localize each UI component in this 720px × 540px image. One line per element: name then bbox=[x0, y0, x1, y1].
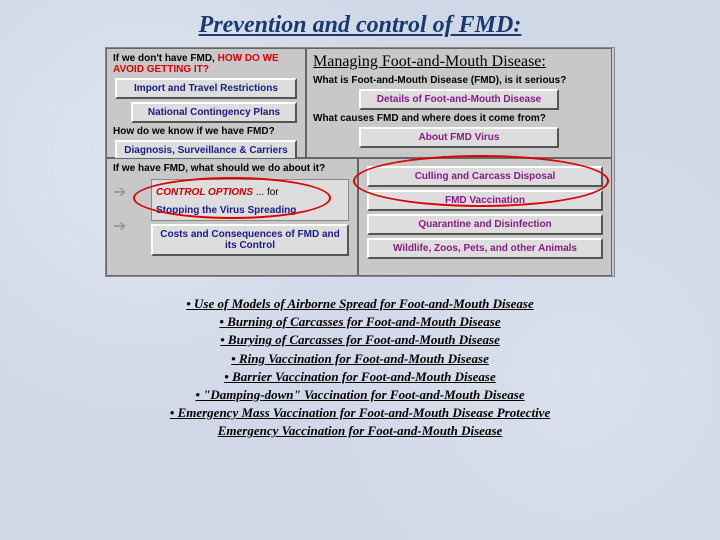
btn-vaccination[interactable]: FMD Vaccination bbox=[367, 190, 603, 211]
panel-avoid: If we don't have FMD, HOW DO WE AVOID GE… bbox=[106, 48, 306, 158]
question-causes: What causes FMD and where does it come f… bbox=[313, 113, 605, 124]
btn-details[interactable]: Details of Foot-and-Mouth Disease bbox=[359, 89, 559, 110]
control-options-label: CONTROL OPTIONS bbox=[156, 187, 253, 198]
bullet-item: Burying of Carcasses for Foot-and-Mouth … bbox=[0, 331, 720, 349]
btn-costs[interactable]: Costs and Consequences of FMD and its Co… bbox=[151, 224, 349, 256]
panel-what-do: If we have FMD, what should we do about … bbox=[106, 158, 358, 276]
panel-actions: Culling and Carcass Disposal FMD Vaccina… bbox=[358, 158, 612, 276]
bullet-item: "Damping-down" Vaccination for Foot-and-… bbox=[0, 386, 720, 404]
btn-quarantine[interactable]: Quarantine and Disinfection bbox=[367, 214, 603, 235]
control-options-sub: Stopping the Virus Spreading bbox=[156, 205, 296, 216]
question-what-is: What is Foot-and-Mouth Disease (FMD), is… bbox=[313, 75, 605, 86]
page-title: Prevention and control of FMD: bbox=[0, 0, 720, 47]
bullet-item-last: Emergency Vaccination for Foot-and-Mouth… bbox=[0, 422, 720, 440]
btn-contingency[interactable]: National Contingency Plans bbox=[131, 102, 297, 123]
bullet-list: Use of Models of Airborne Spread for Foo… bbox=[0, 295, 720, 441]
arrow-icon: ➔ bbox=[113, 182, 145, 202]
btn-import-travel[interactable]: Import and Travel Restrictions bbox=[115, 78, 297, 99]
heading-managing: Managing Foot-and-Mouth Disease: bbox=[313, 53, 605, 71]
arrow-icon: ➔ bbox=[113, 216, 145, 236]
btn-culling[interactable]: Culling and Carcass Disposal bbox=[367, 166, 603, 187]
bullet-item: Emergency Mass Vaccination for Foot-and-… bbox=[0, 404, 720, 422]
btn-about-virus[interactable]: About FMD Virus bbox=[359, 127, 559, 148]
panel-managing: Managing Foot-and-Mouth Disease: What is… bbox=[306, 48, 612, 158]
question-know: How do we know if we have FMD? bbox=[113, 126, 299, 137]
bullet-item: Ring Vaccination for Foot-and-Mouth Dise… bbox=[0, 350, 720, 368]
question-what-do: If we have FMD, what should we do about … bbox=[113, 163, 351, 174]
question-avoid: If we don't have FMD, HOW DO WE AVOID GE… bbox=[113, 53, 299, 75]
bullet-item: Barrier Vaccination for Foot-and-Mouth D… bbox=[0, 368, 720, 386]
btn-control-options[interactable]: CONTROL OPTIONS ... for Stopping the Vir… bbox=[151, 179, 349, 221]
bullet-item: Burning of Carcasses for Foot-and-Mouth … bbox=[0, 313, 720, 331]
question-avoid-pre: If we don't have FMD, bbox=[113, 53, 218, 64]
diagram-container: If we don't have FMD, HOW DO WE AVOID GE… bbox=[105, 47, 615, 277]
bullet-item: Use of Models of Airborne Spread for Foo… bbox=[0, 295, 720, 313]
btn-wildlife[interactable]: Wildlife, Zoos, Pets, and other Animals bbox=[367, 238, 603, 259]
control-options-for: ... for bbox=[253, 187, 279, 198]
